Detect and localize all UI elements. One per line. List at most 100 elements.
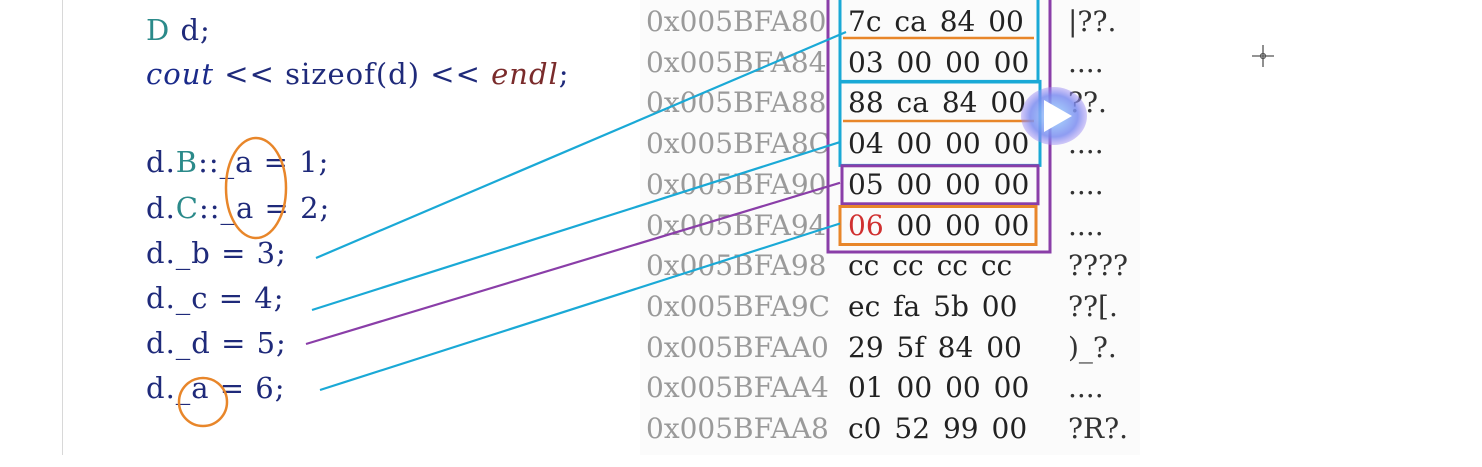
memory-byte: 88: [848, 86, 884, 120]
memory-address: 0x005BFA9C: [646, 289, 831, 323]
memory-byte: 5f: [896, 330, 925, 364]
memory-byte: 00: [896, 127, 933, 161]
memory-ascii: ....: [1068, 371, 1104, 405]
memory-byte: 00: [993, 45, 1030, 79]
code-token: endl: [491, 57, 559, 91]
connector-line: [311, 141, 841, 312]
memory-byte: cc: [848, 249, 880, 283]
memory-byte: 00: [945, 371, 981, 405]
memory-bytes: 29 5f 84 00: [848, 328, 1038, 368]
play-button-icon[interactable]: [1020, 86, 1088, 146]
circle-annotation: [177, 376, 229, 428]
memory-byte: cc: [980, 249, 1013, 283]
code-token: D: [146, 13, 171, 47]
memory-byte: 84: [941, 86, 978, 120]
code-token: ;: [558, 57, 570, 91]
memory-byte: 84: [937, 330, 974, 364]
code-token: d.: [146, 191, 176, 225]
memory-ascii: ....: [1068, 208, 1104, 242]
base-c-box: [838, 79, 1042, 167]
memory-bytes: 88 ca 84 00: [848, 83, 1038, 123]
code-line: cout << sizeof(d) << endl;: [146, 58, 570, 90]
memory-address: 0x005BFAA4: [646, 371, 829, 405]
memory-window: [640, 0, 1140, 455]
memory-byte: 00: [896, 45, 933, 79]
connector-line: [319, 222, 841, 392]
memory-byte: 00: [991, 412, 1028, 445]
code-line: D d;: [146, 14, 211, 46]
memory-byte: 06: [848, 208, 884, 242]
code-line: d._c = 4;: [146, 282, 284, 314]
memory-byte: 00: [945, 45, 981, 79]
connector-line: [305, 181, 841, 346]
memory-bytes: c0 52 99 00: [848, 409, 1038, 449]
memory-bytes: 7c ca 84 00: [848, 2, 1038, 42]
connector-line: [315, 30, 847, 260]
memory-ascii: |??.: [1068, 5, 1117, 38]
memory-bytes: 06 00 00 00: [848, 206, 1038, 246]
code-token: cout: [146, 57, 215, 91]
memory-byte: 00: [993, 167, 1030, 201]
code-token: ::_a = 1;: [198, 145, 330, 179]
memory-byte: 52: [894, 412, 931, 445]
circle-annotation: [224, 136, 288, 240]
code-token: B: [175, 145, 199, 179]
memory-byte: 00: [993, 371, 1030, 405]
memory-byte: c0: [848, 412, 882, 445]
memory-byte: 01: [848, 371, 884, 405]
code-line: d._b = 3;: [146, 237, 287, 269]
memory-bytes: ec fa 5b 00: [848, 287, 1038, 327]
memory-byte: 00: [896, 208, 933, 242]
crosshair-cursor-icon: [1251, 44, 1275, 68]
memory-byte: 84: [939, 5, 976, 38]
memory-ascii: ?R?.: [1068, 412, 1129, 445]
memory-byte: 00: [896, 167, 933, 201]
code-token: << sizeof(d) <<: [214, 57, 492, 91]
code-token: d.: [146, 145, 176, 179]
memory-ascii: )_?.: [1068, 330, 1117, 364]
code-token: ::_a = 2;: [199, 191, 331, 225]
memory-byte: 00: [988, 5, 1024, 38]
code-token: d._c = 4;: [146, 281, 285, 315]
memory-byte: 5b: [933, 289, 969, 323]
memory-ascii: ??[.: [1068, 289, 1118, 323]
memory-byte: 03: [848, 45, 884, 79]
memory-byte: 00: [981, 289, 1018, 323]
code-token: d._d = 5;: [146, 326, 287, 360]
memory-byte: ec: [848, 289, 881, 323]
memory-bytes: 03 00 00 00: [848, 43, 1038, 83]
memory-byte: 00: [990, 86, 1027, 120]
memory-bytes: 04 00 00 00: [848, 124, 1038, 164]
memory-byte: 00: [945, 208, 981, 242]
memory-bytes: 05 00 00 00: [848, 165, 1038, 205]
memory-byte: 00: [945, 127, 981, 161]
memory-byte: 99: [942, 412, 979, 445]
memory-byte: fa: [893, 289, 921, 323]
memory-byte: 05: [848, 167, 884, 201]
memory-byte: 00: [993, 208, 1030, 242]
code-line: d.C::_a = 2;: [146, 192, 330, 224]
memory-address: 0x005BFA80: [646, 5, 827, 38]
memory-ascii: ....: [1068, 45, 1104, 79]
memory-byte: ca: [896, 86, 929, 120]
memory-byte: 7c: [848, 5, 882, 38]
memory-byte: 00: [945, 167, 981, 201]
memory-byte: 29: [848, 330, 884, 364]
member-a-box: [838, 205, 1038, 246]
code-line: d.B::_a = 1;: [146, 146, 329, 178]
memory-byte: 00: [986, 330, 1022, 364]
memory-address: 0x005BFA84: [646, 45, 827, 79]
memory-byte: cc: [936, 249, 968, 283]
memory-bytes: cc cc cc cc: [848, 246, 1038, 286]
memory-byte: 00: [896, 371, 933, 405]
code-token: C: [175, 191, 199, 225]
code-token: d._b = 3;: [146, 236, 287, 270]
editor-gutter-divider: [62, 0, 63, 455]
base-b-box: [838, 0, 1040, 84]
memory-address: 0x005BFAA0: [646, 330, 829, 364]
memory-byte: 00: [993, 127, 1030, 161]
memory-byte: 04: [848, 127, 884, 161]
code-token: d;: [170, 13, 211, 47]
